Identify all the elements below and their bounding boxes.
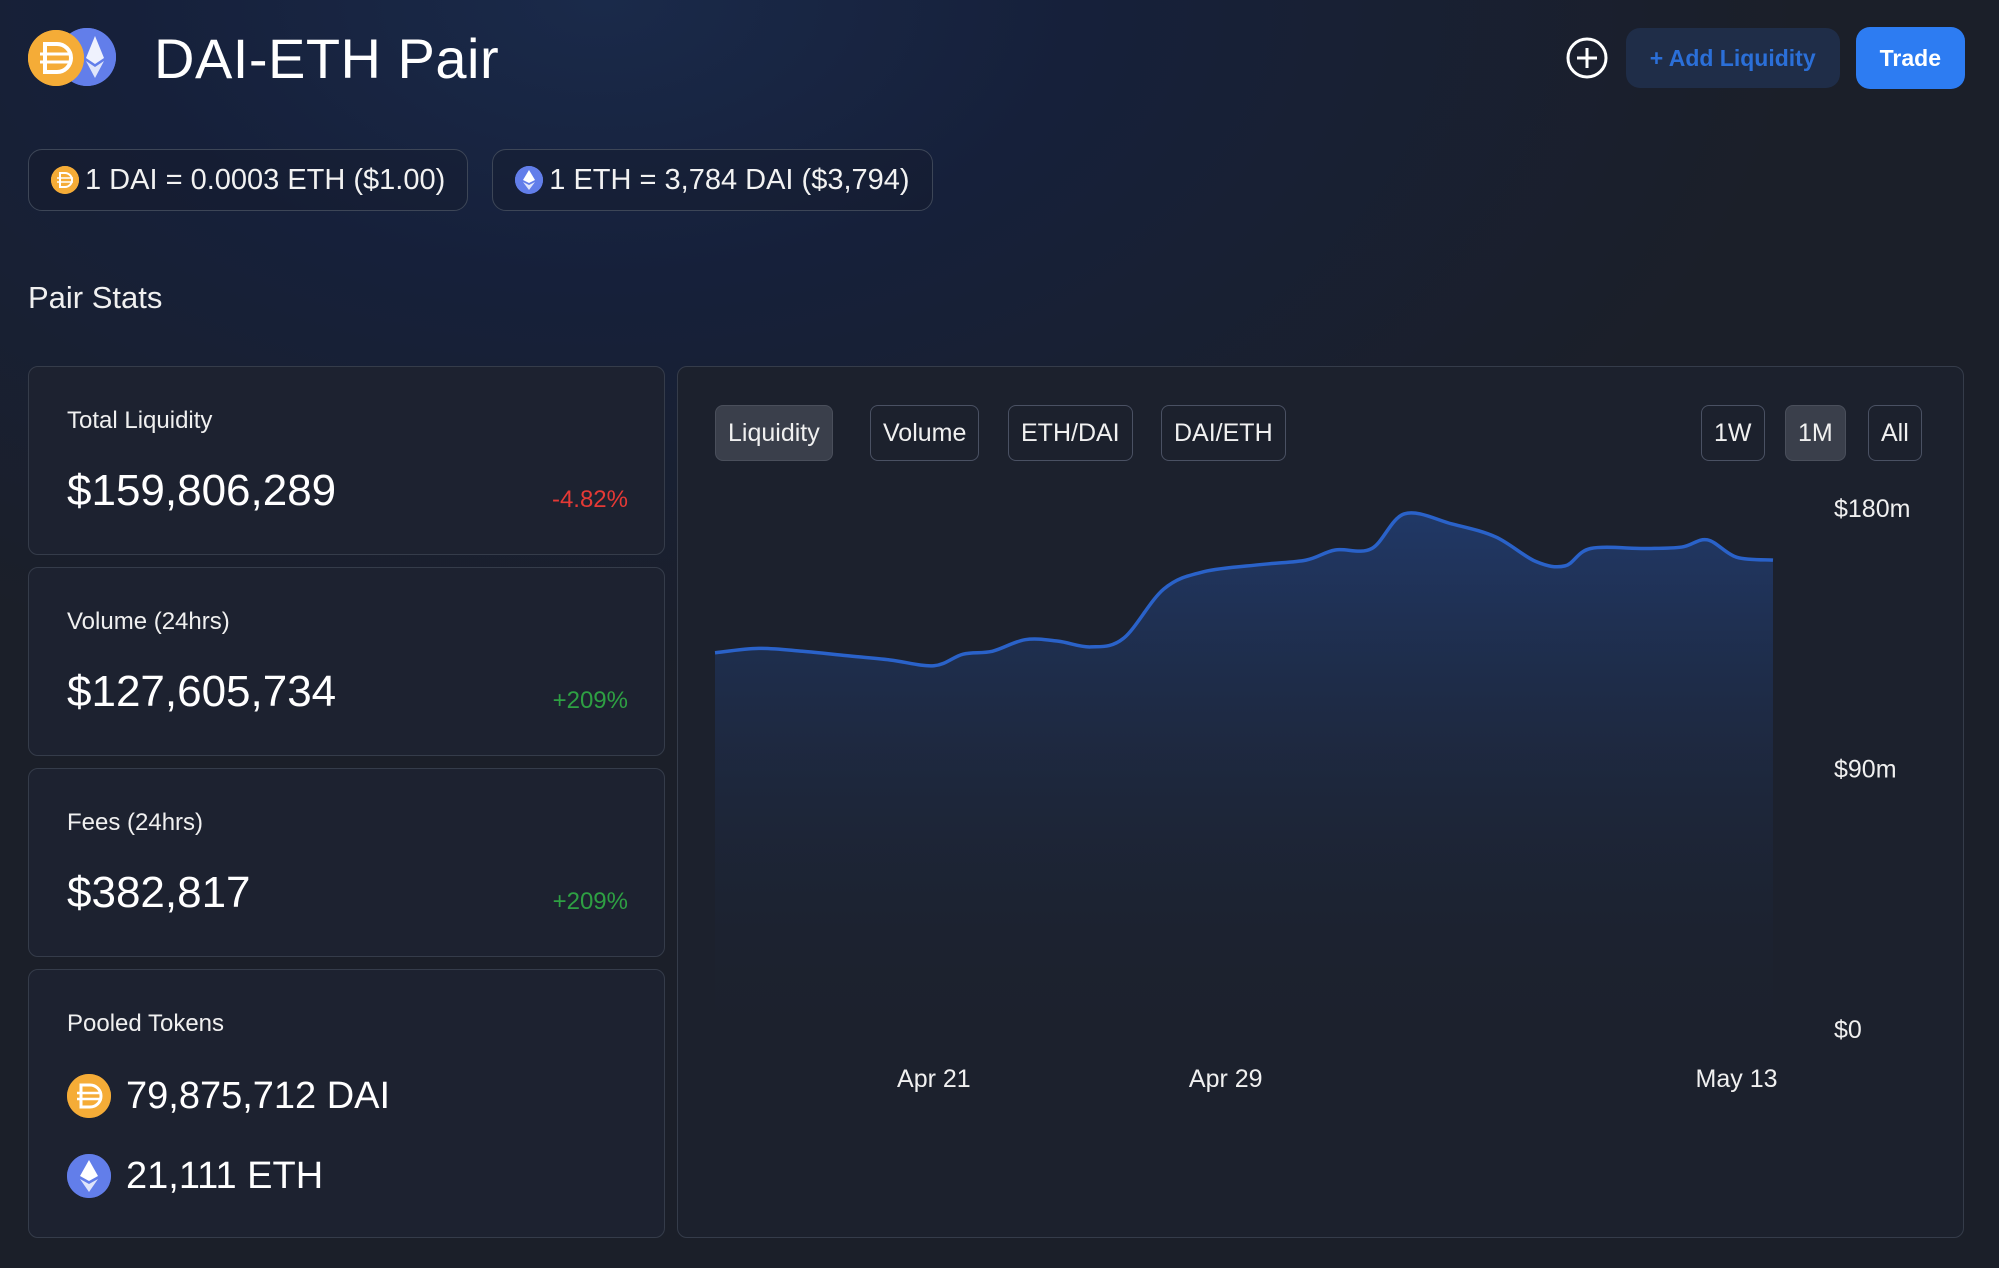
tab-eth-dai[interactable]: ETH/DAI — [1008, 405, 1133, 461]
dai-icon — [28, 30, 84, 86]
page-title: DAI-ETH Pair — [154, 26, 500, 90]
dai-price-text: 1 DAI = 0.0003 ETH ($1.00) — [85, 163, 446, 196]
tab-volume[interactable]: Volume — [870, 405, 980, 461]
stat-change: -4.82% — [551, 486, 628, 513]
trade-button[interactable]: Trade — [1855, 27, 1965, 89]
eth-icon — [67, 1154, 111, 1198]
y-axis: $180m $90m $0 — [1834, 495, 1910, 1044]
section-title: Pair Stats — [28, 280, 163, 315]
y-tick-label: $180m — [1834, 495, 1910, 523]
volume-card: Volume (24hrs) $127,605,734 +209% — [28, 567, 665, 756]
x-tick-label: Apr 29 — [1189, 1065, 1263, 1093]
pair-logo — [28, 26, 120, 90]
stat-label: Total Liquidity — [67, 407, 213, 434]
liquidity-chart[interactable]: $180m $90m $0 Apr 21 Apr 29 May 13 — [678, 367, 1965, 1239]
tab-dai-eth[interactable]: DAI/ETH — [1161, 405, 1286, 461]
add-liquidity-button[interactable]: + Add Liquidity — [1625, 28, 1840, 88]
x-axis: Apr 21 Apr 29 May 13 — [897, 1065, 1777, 1093]
pooled-dai-amount: 79,875,712 DAI — [126, 1074, 391, 1117]
header-actions: + Add Liquidity Trade — [1564, 27, 1965, 89]
price-pills: 1 DAI = 0.0003 ETH ($1.00) 1 ETH = 3,784… — [28, 149, 957, 211]
pooled-eth-amount: 21,111 ETH — [126, 1154, 324, 1197]
stat-label: Volume (24hrs) — [67, 608, 230, 635]
stat-value: $382,817 — [67, 868, 251, 917]
stat-label: Fees (24hrs) — [67, 809, 204, 836]
total-liquidity-card: Total Liquidity $159,806,289 -4.82% — [28, 366, 665, 555]
pooled-dai-row: 79,875,712 DAI — [67, 1074, 390, 1118]
y-tick-label: $90m — [1834, 756, 1897, 784]
plus-circle-icon[interactable] — [1564, 35, 1610, 81]
fees-card: Fees (24hrs) $382,817 +209% — [28, 768, 665, 957]
stat-label: Pooled Tokens — [67, 1010, 225, 1037]
eth-icon — [515, 166, 544, 194]
range-all[interactable]: All — [1868, 405, 1922, 461]
eth-price-pill[interactable]: 1 ETH = 3,784 DAI ($3,794) — [492, 149, 933, 211]
stat-value: $127,605,734 — [67, 667, 337, 716]
page-header: DAI-ETH Pair — [28, 26, 499, 90]
range-1m[interactable]: 1M — [1785, 405, 1846, 461]
stat-change: +209% — [552, 687, 628, 714]
chart-area — [715, 512, 1773, 1029]
dai-price-pill[interactable]: 1 DAI = 0.0003 ETH ($1.00) — [28, 149, 469, 211]
chart-line — [714, 511, 1774, 668]
x-tick-label: Apr 21 — [897, 1065, 971, 1093]
eth-price-text: 1 ETH = 3,784 DAI ($3,794) — [549, 163, 910, 196]
stat-value: $159,806,289 — [67, 466, 337, 515]
range-1w[interactable]: 1W — [1701, 405, 1765, 461]
stat-change: +209% — [552, 888, 628, 915]
pooled-tokens-card: Pooled Tokens 79,875,712 DAI 21,111 ETH — [28, 969, 665, 1238]
dai-icon — [67, 1074, 111, 1118]
y-tick-label: $0 — [1834, 1016, 1862, 1044]
pooled-eth-row: 21,111 ETH — [67, 1154, 323, 1198]
tab-liquidity[interactable]: Liquidity — [715, 405, 833, 461]
dai-icon — [51, 166, 79, 194]
x-tick-label: May 13 — [1696, 1065, 1778, 1093]
chart-panel: Liquidity Volume ETH/DAI DAI/ETH 1W 1M A… — [677, 366, 1964, 1238]
